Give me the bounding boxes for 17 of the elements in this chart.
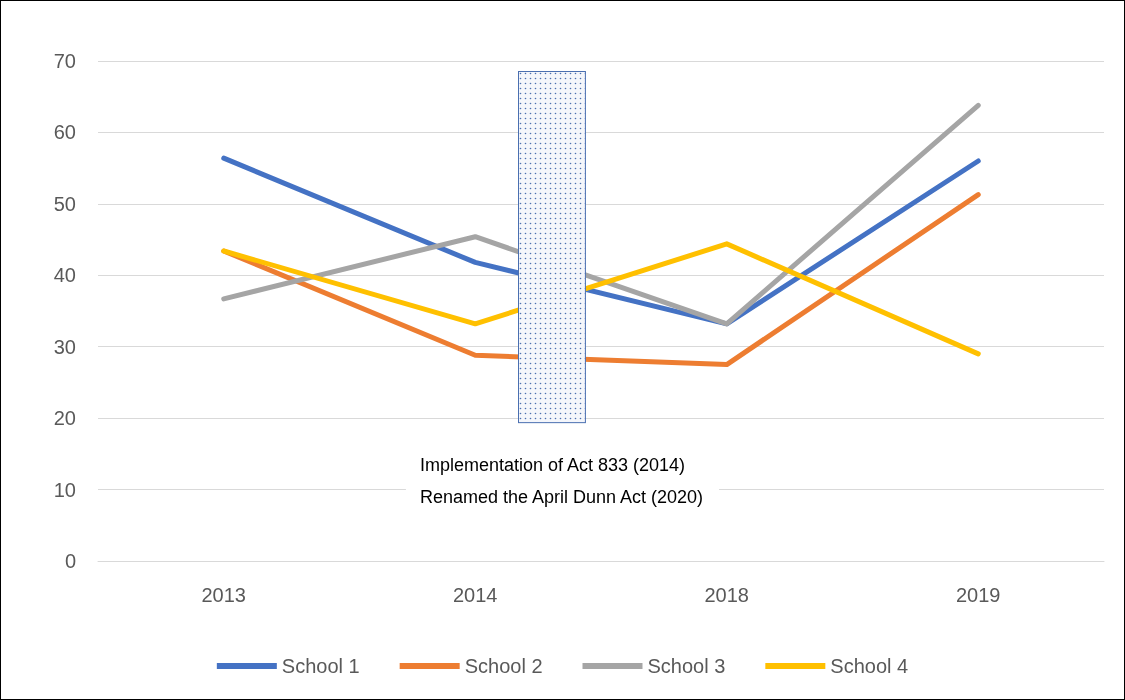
y-tick-label: 30 [53, 335, 76, 358]
y-tick-label: 20 [53, 407, 76, 430]
y-tick-label: 50 [53, 192, 76, 215]
x-tick-label: 2018 [704, 584, 749, 606]
annotation: Implementation of Act 833 (2014) Renamed the April Dunn Act (2020) [419, 455, 704, 507]
legend-label: School 1 [281, 655, 360, 677]
x-tick-label: 2014 [453, 584, 498, 606]
y-tick-label: 0 [64, 550, 76, 572]
x-tick-label: 2013 [201, 584, 246, 606]
legend-label: School 4 [830, 655, 909, 677]
x-tick-label: 2019 [956, 584, 1001, 606]
y-tick-label: 70 [53, 50, 76, 72]
y-tick-label: 60 [53, 121, 76, 144]
y-tick-label: 40 [53, 264, 76, 287]
legend-label: School 3 [647, 655, 726, 677]
legend-label: School 2 [464, 655, 543, 677]
y-tick-label: 10 [53, 478, 76, 501]
